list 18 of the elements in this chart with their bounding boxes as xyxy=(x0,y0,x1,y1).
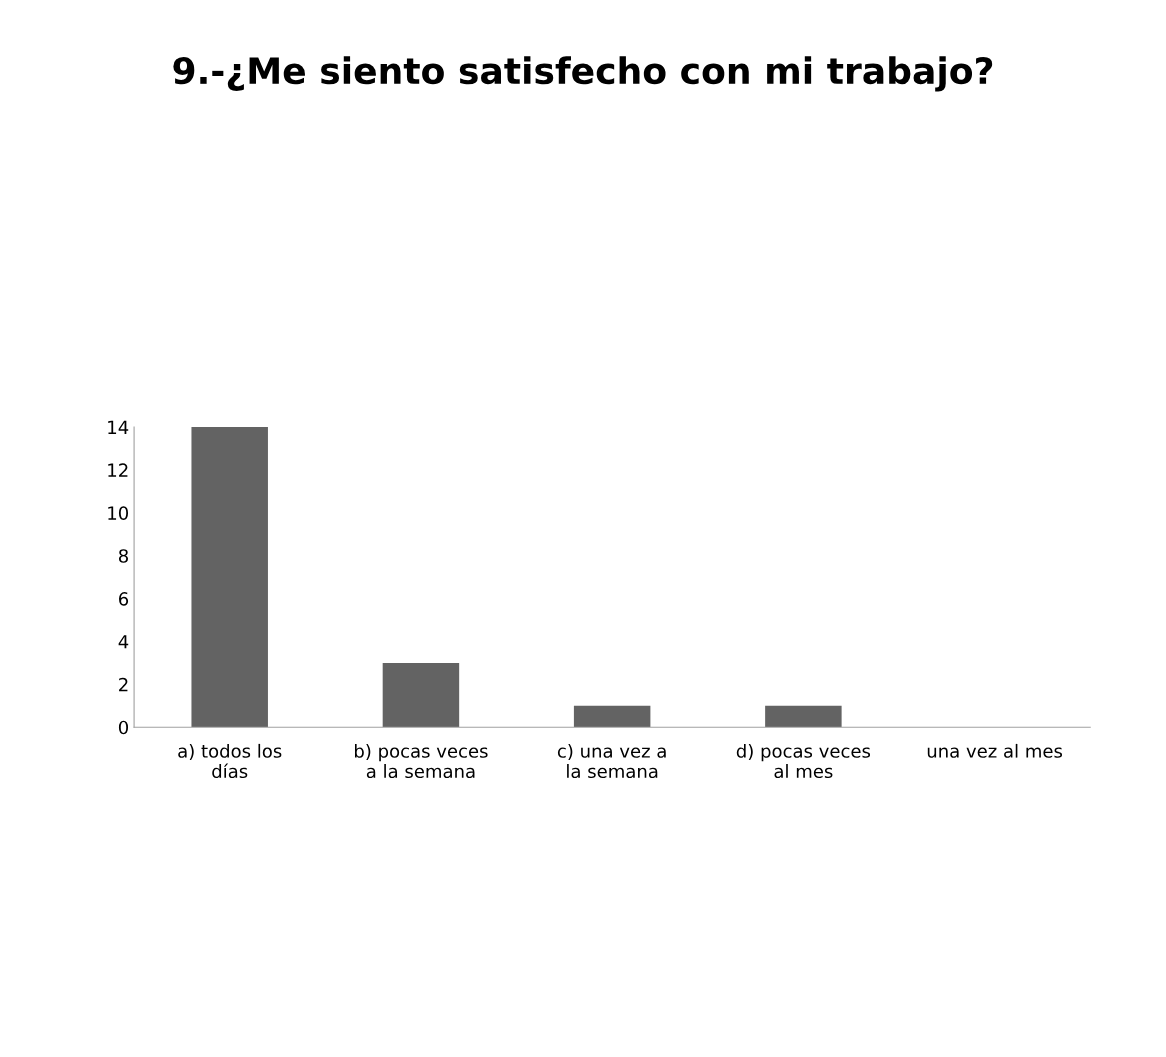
bar xyxy=(191,427,268,728)
x-tick-label: una vez al mes xyxy=(927,743,1063,758)
y-tick-label: 10 xyxy=(108,506,129,520)
bar xyxy=(573,705,651,728)
x-tick-label: b) pocas veces a la semana xyxy=(355,743,488,779)
x-tick-label: c) una vez a la semana xyxy=(557,743,666,779)
bar xyxy=(382,662,460,728)
chart-title: 9.-¿Me siento satisfecho con mi trabajo? xyxy=(173,56,993,92)
x-tick-label: d) pocas veces al mes xyxy=(736,743,871,779)
y-tick-label: 14 xyxy=(108,420,129,434)
y-tick-label: 6 xyxy=(119,592,129,606)
y-tick-label: 2 xyxy=(119,677,128,692)
bar xyxy=(765,705,842,728)
y-tick-label: 0 xyxy=(118,720,129,735)
y-tick-label: 8 xyxy=(118,549,128,563)
x-tick-label: a) todos los días xyxy=(178,743,282,779)
y-tick-label: 4 xyxy=(118,635,129,649)
y-tick-label: 12 xyxy=(108,463,128,477)
